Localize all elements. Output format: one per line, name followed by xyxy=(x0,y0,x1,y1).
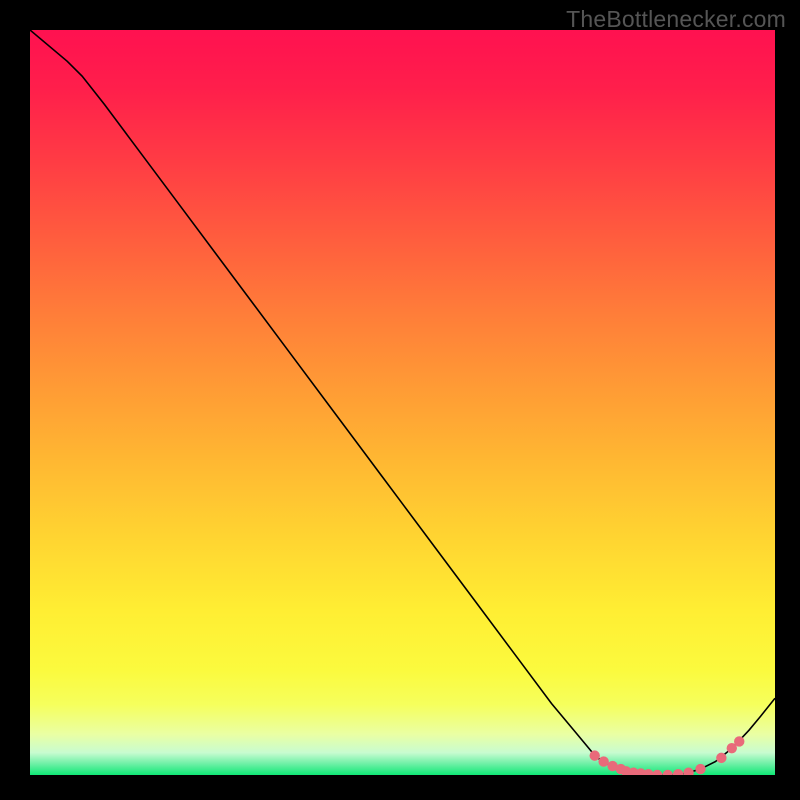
data-marker xyxy=(716,753,726,763)
data-marker xyxy=(734,736,744,746)
data-marker xyxy=(695,764,705,774)
watermark-text: TheBottlenecker.com xyxy=(566,6,786,33)
chart-svg xyxy=(30,30,775,775)
chart-background xyxy=(30,30,775,775)
data-marker xyxy=(590,750,600,760)
bottleneck-chart xyxy=(30,30,775,775)
data-marker xyxy=(598,756,608,766)
